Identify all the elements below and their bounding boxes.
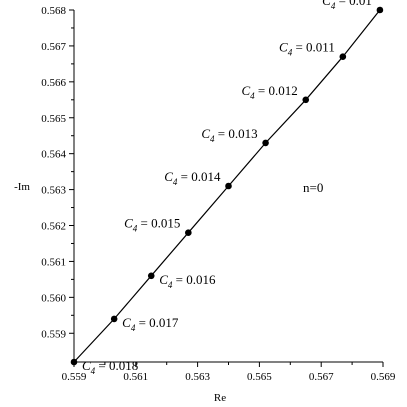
data-point: [262, 139, 269, 147]
y-tick-label: 0.566: [41, 77, 66, 89]
point-label: C4 = 0.017: [122, 315, 179, 333]
point-label: C4 = 0.015: [124, 216, 180, 234]
point-label: C4 = 0.018: [82, 358, 138, 376]
axes: 0.559 0.561 0.563 0.565 0.567 0.569 0.559 0.560…: [41, 5, 396, 383]
y-axis-title: -Im: [14, 181, 30, 193]
y-tick-label: 0.563: [41, 185, 66, 197]
data-point: [70, 358, 78, 366]
y-tick-label: 0.567: [41, 41, 66, 53]
point-label: C4 = 0.013: [201, 126, 257, 144]
y-tick-label: 0.564: [41, 149, 66, 161]
data-points: [70, 6, 384, 366]
x-tick-label: 0.563: [185, 371, 210, 383]
y-tick-label: 0.559: [41, 328, 66, 340]
x-tick-label: 0.567: [309, 371, 334, 383]
x-tick-label: 0.569: [371, 371, 396, 383]
y-tick-label: 0.565: [41, 113, 66, 125]
data-point: [376, 6, 384, 14]
annotation-n: n=0: [303, 180, 323, 195]
x-tick-label: 0.565: [247, 371, 272, 383]
x-axis-title: Re: [214, 392, 226, 404]
data-point: [339, 53, 347, 60]
data-point: [110, 315, 118, 323]
x-tick-label: 0.561: [123, 371, 148, 383]
y-tick-label: 0.568: [41, 5, 66, 17]
point-label: C4 = 0.016: [159, 272, 216, 290]
y-tick-label: 0.560: [41, 292, 66, 304]
point-label: C4 = 0.014: [164, 169, 221, 187]
point-label: C4 = 0.01: [322, 0, 372, 11]
point-label: C4 = 0.012: [241, 83, 297, 101]
data-point: [225, 182, 232, 190]
x-tick-label: 0.559: [62, 371, 87, 383]
y-tick-label: 0.561: [41, 256, 66, 268]
point-label: C4 = 0.011: [279, 40, 335, 58]
y-tick-label: 0.562: [41, 221, 66, 233]
point-labels: C4 = 0.01 C4 = 0.011 C4 = 0.012 C4 = 0.013 C…: [82, 0, 372, 376]
data-point: [185, 229, 192, 236]
data-point: [147, 272, 155, 280]
data-point: [302, 96, 310, 104]
